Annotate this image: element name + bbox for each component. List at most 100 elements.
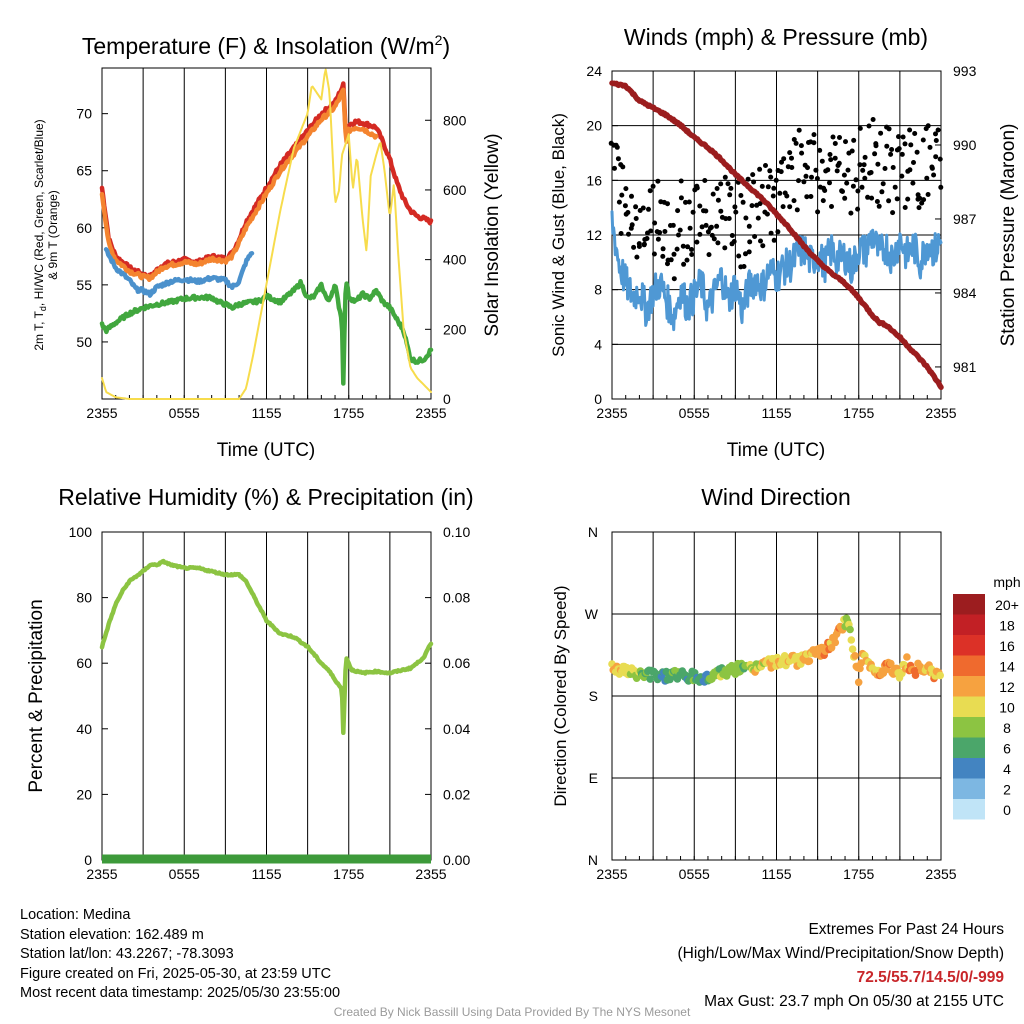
- direction-point: [848, 645, 857, 653]
- legend-swatch: [953, 635, 985, 656]
- gust-point: [674, 246, 680, 252]
- gust-point: [924, 175, 930, 181]
- gust-point: [828, 157, 834, 163]
- gust-point: [648, 228, 654, 234]
- gust-point: [612, 165, 617, 171]
- gust-point: [857, 162, 863, 168]
- humidity-x-tick-label: 1755: [333, 866, 364, 882]
- direction-point: [854, 678, 863, 687]
- gust-point: [789, 165, 795, 170]
- legend-swatch: [953, 758, 985, 779]
- winds-left-axis-tick-label: 24: [586, 63, 602, 79]
- speed-legend: [953, 594, 985, 820]
- direction-tick-label: S: [589, 688, 598, 704]
- temperature-left-axis-tick-label: 70: [76, 106, 92, 122]
- gust-point: [714, 223, 720, 229]
- gust-point: [815, 209, 821, 215]
- winds-right-axis-tick-label: 981: [953, 359, 977, 375]
- gust-point: [888, 151, 894, 157]
- gust-point: [859, 184, 865, 190]
- gust-point: [899, 151, 905, 157]
- gust-point: [741, 264, 747, 269]
- gust-point: [822, 188, 828, 193]
- humidity-right-axis-tick-label: 0.02: [443, 786, 470, 802]
- gust-point: [706, 252, 712, 258]
- gust-point: [925, 192, 931, 197]
- gust-point: [857, 125, 863, 131]
- series-relative-humidity: [99, 558, 434, 736]
- gust-point: [618, 231, 624, 236]
- gust-point: [892, 184, 898, 190]
- gust-point: [791, 198, 797, 204]
- gust-point: [749, 203, 755, 209]
- gust-point: [677, 227, 683, 233]
- legend-swatch: [953, 655, 985, 676]
- humidity-title: Relative Humidity (%) & Precipitation (i…: [58, 484, 473, 510]
- gust-point: [851, 137, 857, 143]
- direction-tick-label: N: [588, 852, 598, 868]
- extremes-panel: Extremes For Past 24 Hours (High/Low/Max…: [678, 918, 1005, 1014]
- gust-point: [796, 178, 801, 184]
- gust-point: [616, 199, 622, 205]
- gust-point: [917, 195, 923, 201]
- gust-point: [912, 131, 918, 136]
- gust-point: [655, 178, 661, 184]
- gust-point: [834, 168, 840, 174]
- humidity-frame: [101, 531, 432, 861]
- temperature-x-tick-label: 1155: [251, 405, 281, 421]
- gust-point: [842, 195, 848, 201]
- gust-point: [817, 147, 823, 153]
- gust-point: [760, 243, 766, 249]
- direction-point: [831, 638, 840, 647]
- gust-point: [896, 146, 902, 152]
- gust-point: [889, 147, 895, 152]
- gust-point: [879, 189, 885, 195]
- legend-label: 0: [1003, 802, 1011, 818]
- gust-point: [746, 249, 752, 255]
- gust-point: [902, 205, 908, 210]
- gust-point: [723, 216, 729, 222]
- direction-tick-label: E: [589, 770, 598, 786]
- gust-point: [683, 199, 688, 205]
- gust-point: [726, 216, 732, 221]
- gust-point: [937, 156, 943, 162]
- gust-point: [884, 143, 890, 149]
- temperature-right-axis-tick-label: 200: [443, 321, 467, 337]
- legend-swatch: [953, 696, 985, 717]
- humidity-right-axis-tick-label: 0.00: [443, 852, 470, 868]
- gust-point: [665, 201, 670, 207]
- direction-points: [608, 614, 944, 687]
- temperature-right-axis-tick-label: 800: [443, 112, 467, 128]
- gust-point: [925, 123, 931, 129]
- gust-point: [849, 148, 855, 154]
- temperature-frame: [101, 67, 432, 400]
- temperature-left-axis-tick-label: 55: [76, 277, 92, 293]
- gust-point: [908, 142, 914, 148]
- gust-point: [718, 208, 724, 214]
- gust-point: [644, 236, 650, 241]
- series-sonic-wind: [610, 210, 943, 332]
- gust-point: [615, 156, 621, 162]
- humidity-x-tick-label: 0555: [169, 866, 200, 882]
- gust-point: [728, 185, 734, 191]
- gust-point: [633, 204, 639, 210]
- gust-point: [767, 168, 773, 174]
- recent-timestamp: Most recent data timestamp: 2025/05/30 2…: [20, 985, 341, 1002]
- gust-point: [722, 245, 728, 251]
- gust-point: [689, 247, 694, 252]
- gust-point: [777, 190, 783, 196]
- humidity-left-axis-tick-label: 0: [84, 852, 92, 868]
- winds-right-axis-tick-label: 987: [953, 211, 977, 227]
- gust-point: [869, 195, 875, 201]
- gust-point: [634, 254, 640, 260]
- winds-x-tick-label: 1155: [761, 405, 791, 421]
- gust-point: [759, 183, 765, 189]
- gust-point: [752, 234, 758, 239]
- series-station-pressure: [609, 80, 944, 391]
- gust-point: [743, 251, 748, 257]
- gust-point: [870, 117, 876, 122]
- direction-point: [887, 659, 895, 668]
- humidity-left-axis-tick-label: 40: [76, 721, 92, 737]
- series-hi-wc: [103, 247, 255, 298]
- temperature-right-axis-tick-label: 0: [443, 391, 451, 407]
